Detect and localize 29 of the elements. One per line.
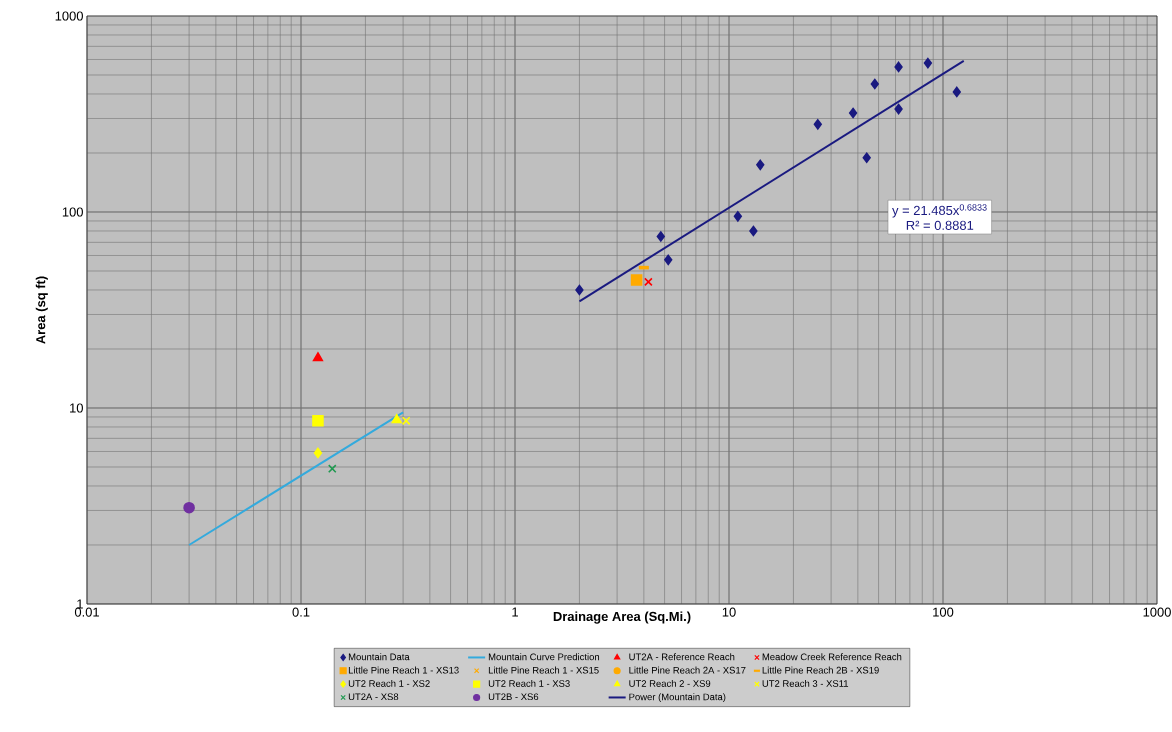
x-tick-label: 100	[933, 607, 954, 617]
legend-label: UT2B - XS6	[488, 693, 539, 701]
x-tick-label: 1	[512, 607, 518, 617]
x-axis-title: Drainage Area (Sq.Mi.)	[553, 611, 691, 624]
y-tick-label: 1	[77, 599, 83, 609]
legend-label: UT2A - XS8	[348, 693, 399, 701]
legend-label: UT2 Reach 2 - XS9	[629, 679, 711, 687]
y-tick-label: 1000	[55, 11, 83, 21]
x-tick-label: 0.1	[292, 607, 310, 617]
legend-label: Little Pine Reach 1 - XS13	[348, 666, 459, 674]
legend-label: Little Pine Reach 2A - XS17	[629, 666, 746, 674]
legend-label: Little Pine Reach 1 - XS15	[488, 666, 599, 674]
x-tick-label: 1000	[1143, 607, 1171, 617]
y-tick-label: 10	[70, 403, 83, 413]
y-tick-label: 100	[62, 207, 83, 217]
legend-label: Mountain Data	[348, 653, 410, 661]
legend-label: Power (Mountain Data)	[629, 693, 726, 703]
x-tick-label: 0.01	[74, 607, 99, 617]
legend-label: Meadow Creek Reference Reach	[762, 653, 902, 661]
y-axis-title: Area (sq ft)	[35, 276, 48, 344]
annotation: R² = 0.8881	[906, 220, 974, 230]
legend-label: UT2A - Reference Reach	[629, 653, 735, 661]
legend-label: Mountain Curve Prediction	[488, 653, 600, 661]
legend-label: UT2 Reach 3 - XS11	[762, 679, 849, 687]
legend-label: Little Pine Reach 2B - XS19	[762, 666, 879, 674]
legend-label: UT2 Reach 1 - XS2	[348, 679, 430, 687]
annotation: y = 21.485x$^{0.6833}$	[892, 204, 987, 218]
legend-label: UT2 Reach 1 - XS3	[488, 679, 570, 687]
x-tick-label: 10	[722, 607, 736, 617]
